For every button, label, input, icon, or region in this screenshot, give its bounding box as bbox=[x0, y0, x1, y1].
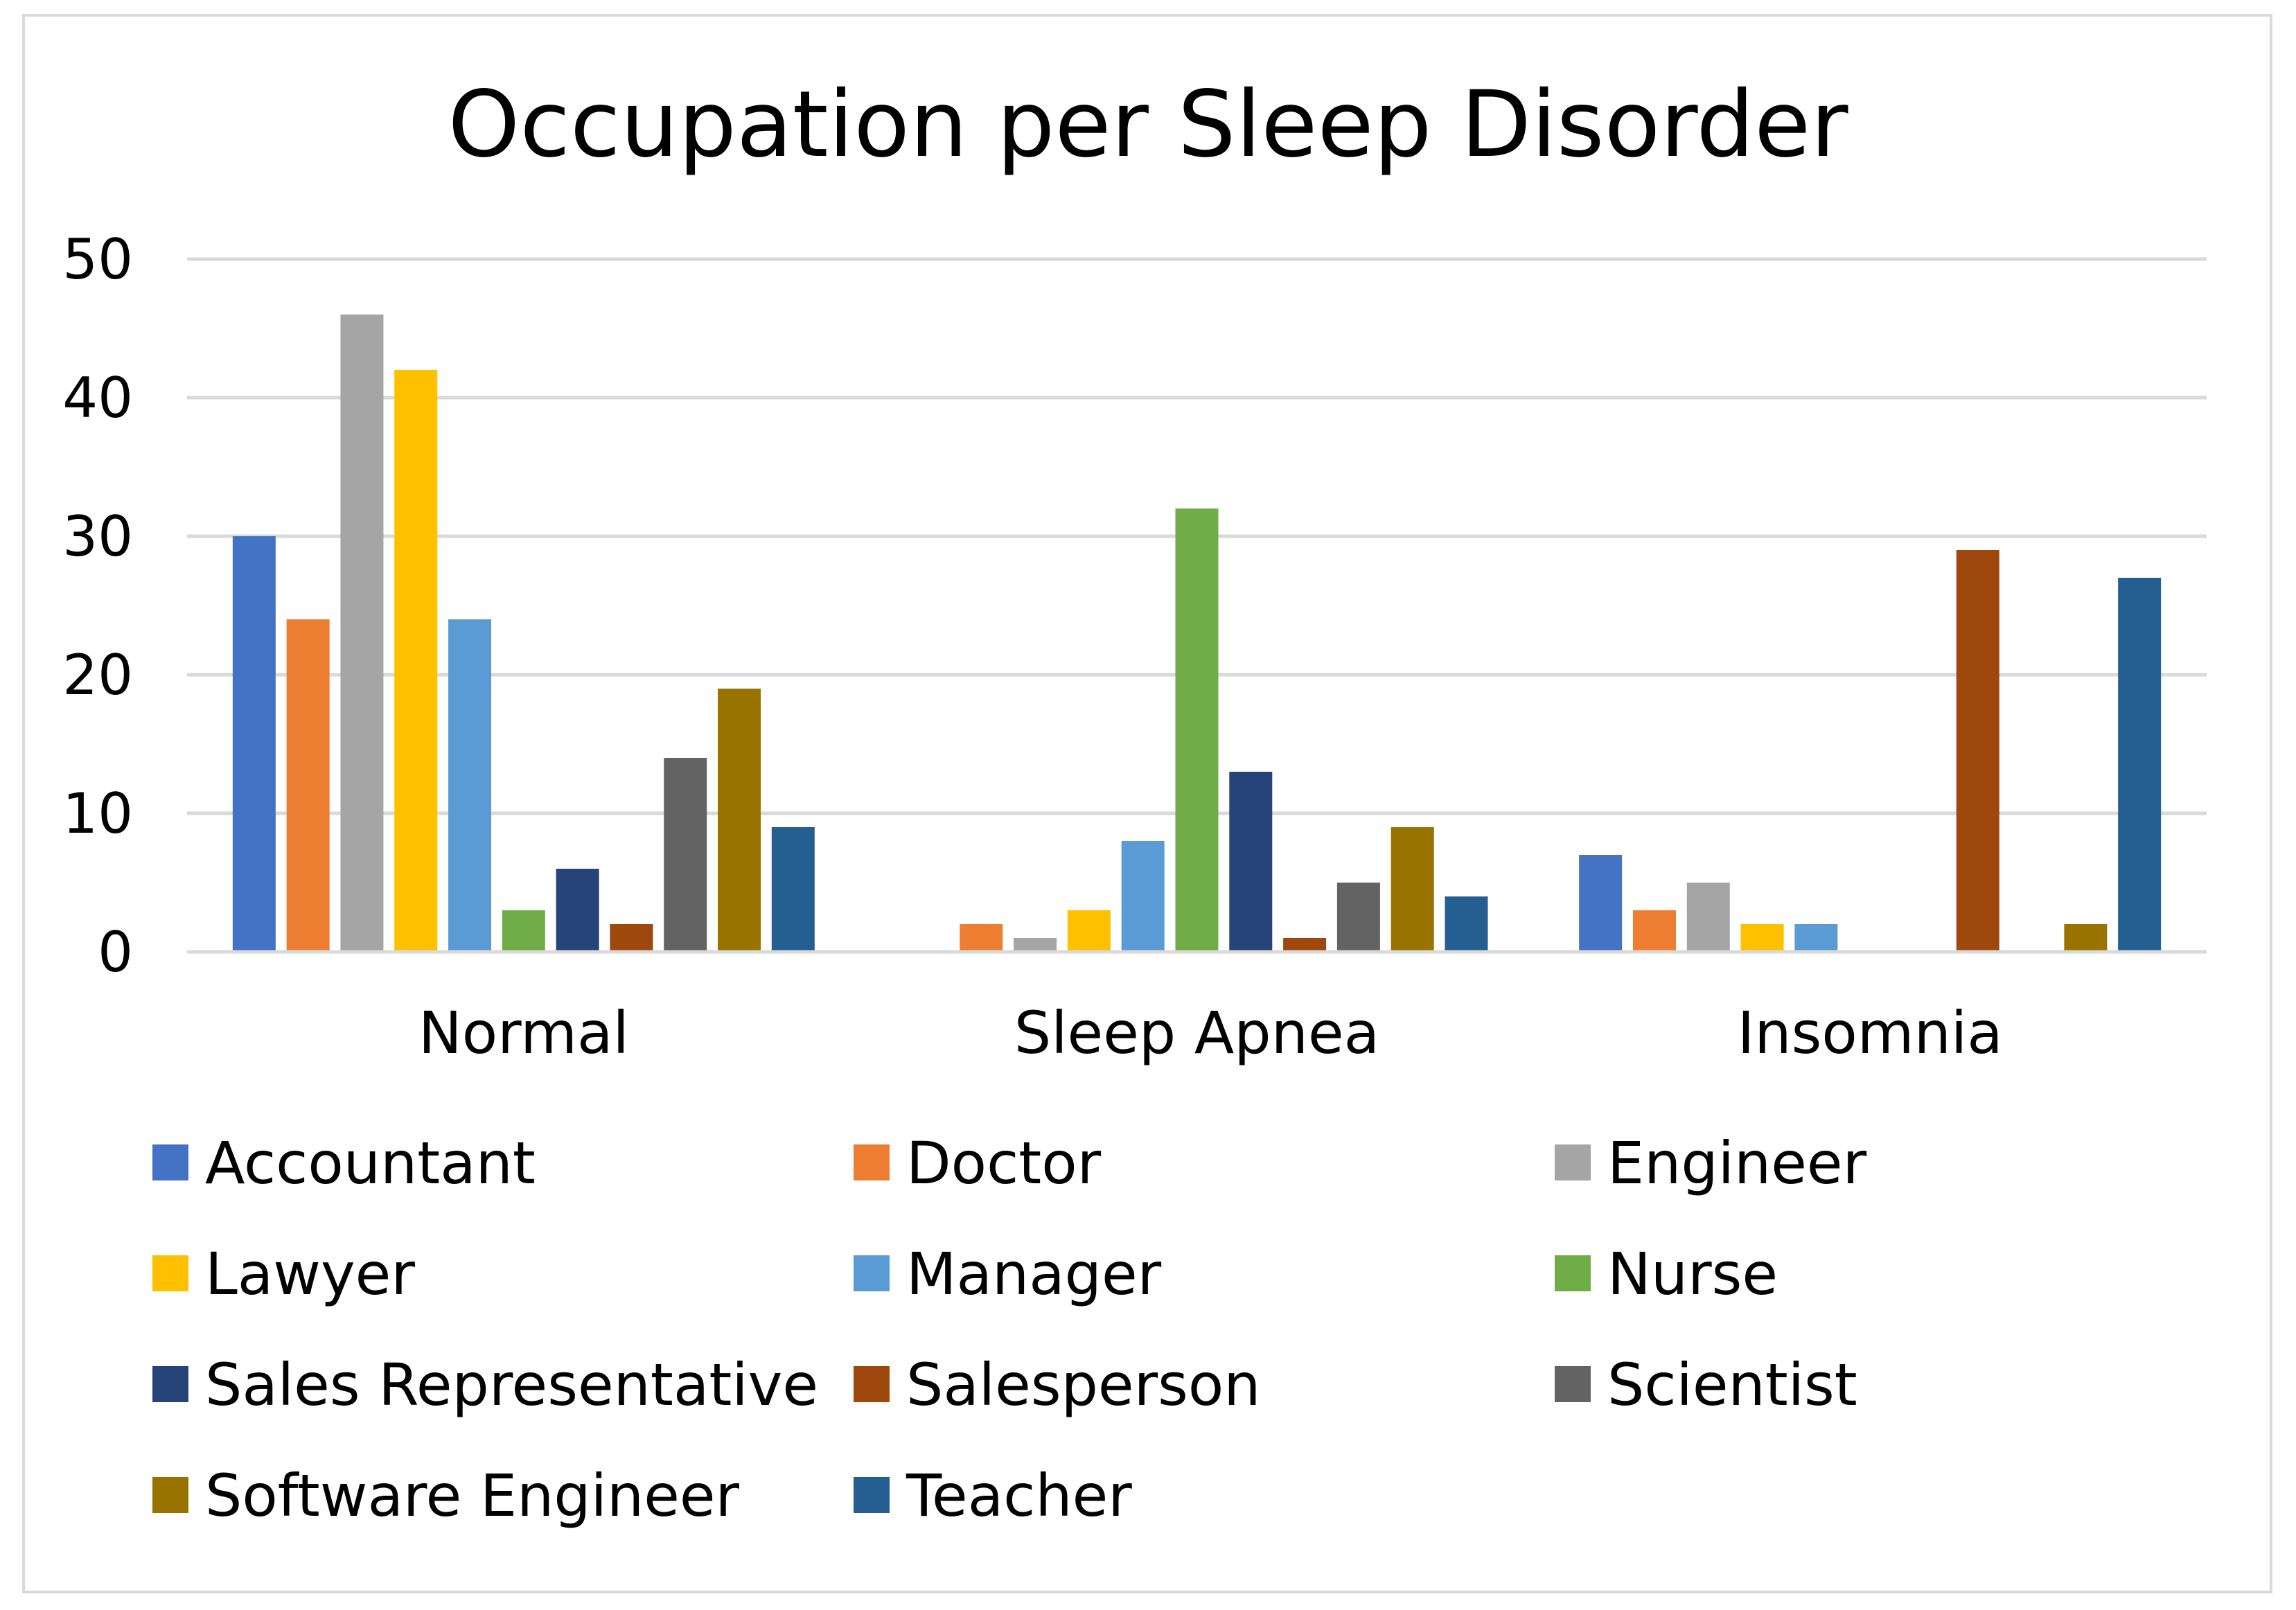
bar-normal-sales-representative bbox=[556, 869, 599, 952]
category-label: Sleep Apnea bbox=[1014, 999, 1379, 1067]
legend-label: Engineer bbox=[1607, 1129, 1867, 1197]
y-tick-label: 20 bbox=[62, 643, 133, 707]
legend-label: Scientist bbox=[1607, 1351, 1857, 1419]
bar-insomnia-lawyer bbox=[1740, 924, 1784, 952]
bars bbox=[232, 315, 2162, 952]
bar-sleep-apnea-teacher bbox=[1445, 896, 1488, 952]
bar-normal-lawyer bbox=[394, 370, 438, 952]
legend-label: Sales Representative bbox=[205, 1351, 818, 1419]
legend-swatch bbox=[1555, 1144, 1591, 1180]
y-tick-label: 50 bbox=[62, 227, 133, 292]
legend-swatch bbox=[854, 1144, 890, 1180]
bar-insomnia-manager bbox=[1794, 924, 1838, 952]
bar-normal-manager bbox=[448, 619, 492, 952]
bar-insomnia-doctor bbox=[1632, 910, 1676, 952]
legend-label: Accountant bbox=[205, 1129, 536, 1197]
legend: Accountant Doctor Engineer Lawyer Manager Nur… bbox=[152, 1129, 1867, 1530]
category-label: Insomnia bbox=[1738, 999, 2003, 1067]
bar-insomnia-teacher bbox=[2118, 578, 2162, 952]
bar-sleep-apnea-engineer bbox=[1014, 938, 1057, 952]
y-axis-ticks: 0 10 20 30 40 50 bbox=[62, 227, 133, 984]
category-label: Normal bbox=[418, 999, 629, 1067]
legend-label: Doctor bbox=[906, 1129, 1102, 1197]
bar-normal-doctor bbox=[286, 619, 330, 952]
bar-normal-engineer bbox=[340, 315, 384, 952]
bar-normal-nurse bbox=[502, 910, 545, 952]
bar-normal-scientist bbox=[664, 758, 707, 952]
legend-swatch bbox=[152, 1477, 188, 1513]
bar-insomnia-salesperson bbox=[1956, 550, 1999, 952]
bar-normal-accountant bbox=[232, 536, 276, 952]
bar-normal-salesperson bbox=[610, 924, 653, 952]
bar-sleep-apnea-software-engineer bbox=[1390, 827, 1434, 952]
chart-title: Occupation per Sleep Disorder bbox=[448, 71, 1848, 178]
bar-insomnia-accountant bbox=[1579, 855, 1623, 952]
bar-sleep-apnea-sales-representative bbox=[1229, 772, 1273, 952]
legend-swatch bbox=[854, 1255, 890, 1291]
bar-sleep-apnea-salesperson bbox=[1283, 938, 1327, 952]
legend-swatch bbox=[1555, 1366, 1591, 1402]
bar-sleep-apnea-nurse bbox=[1175, 508, 1219, 952]
bar-insomnia-engineer bbox=[1686, 883, 1730, 952]
legend-swatch bbox=[152, 1144, 188, 1180]
legend-label: Manager bbox=[906, 1240, 1162, 1308]
bar-sleep-apnea-doctor bbox=[960, 924, 1003, 952]
legend-label: Lawyer bbox=[205, 1240, 415, 1308]
legend-swatch bbox=[152, 1366, 188, 1402]
legend-label: Teacher bbox=[906, 1462, 1132, 1530]
legend-label: Salesperson bbox=[906, 1351, 1261, 1419]
bar-normal-software-engineer bbox=[718, 689, 761, 952]
y-tick-label: 30 bbox=[62, 504, 133, 569]
y-tick-label: 10 bbox=[62, 781, 133, 846]
y-tick-label: 0 bbox=[98, 920, 133, 984]
legend-swatch bbox=[152, 1255, 188, 1291]
legend-swatch bbox=[854, 1366, 890, 1402]
legend-swatch bbox=[854, 1477, 890, 1513]
legend-label: Software Engineer bbox=[205, 1462, 740, 1530]
bar-sleep-apnea-manager bbox=[1121, 841, 1165, 952]
bar-sleep-apnea-lawyer bbox=[1067, 910, 1111, 952]
bar-sleep-apnea-scientist bbox=[1336, 883, 1380, 952]
category-labels: Normal Sleep Apnea Insomnia bbox=[418, 999, 2003, 1067]
bar-insomnia-software-engineer bbox=[2064, 924, 2108, 952]
legend-swatch bbox=[1555, 1255, 1591, 1291]
legend-label: Nurse bbox=[1607, 1240, 1778, 1308]
y-tick-label: 40 bbox=[62, 366, 133, 430]
bar-normal-teacher bbox=[771, 827, 815, 952]
